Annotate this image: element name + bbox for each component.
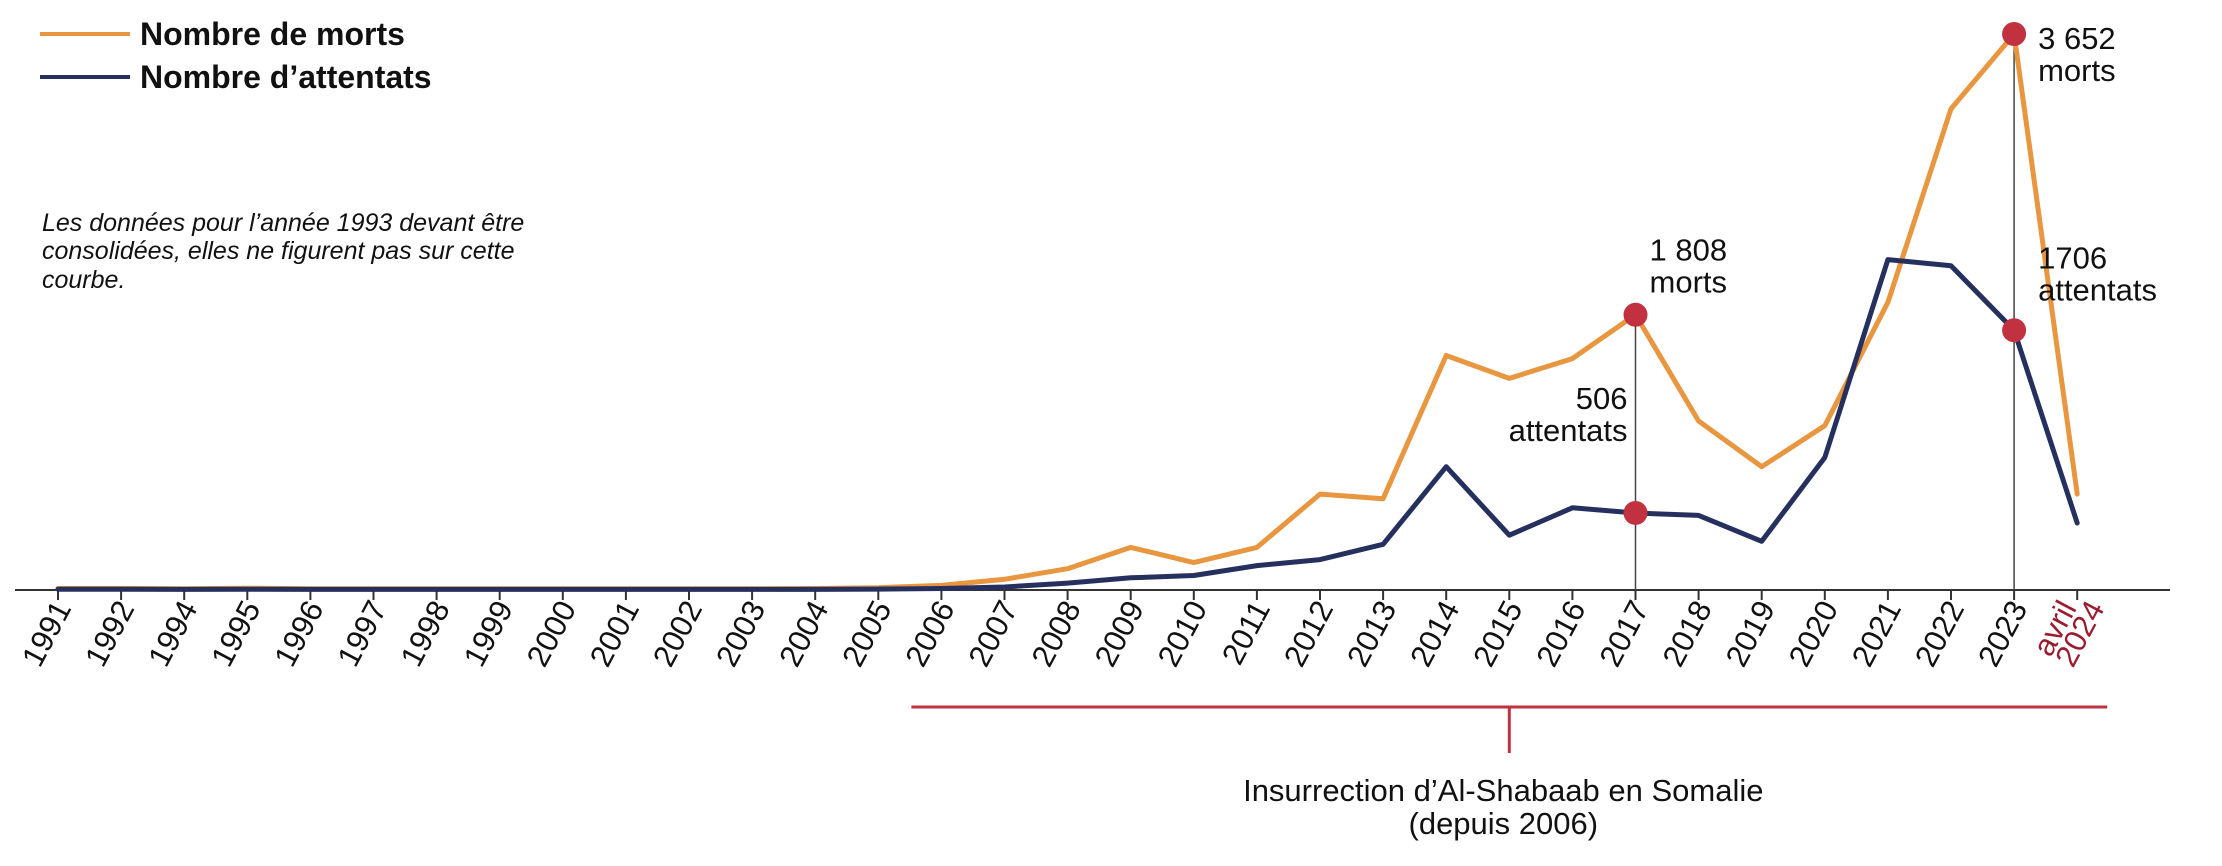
x-tick-label: 2011	[1215, 595, 1277, 670]
data-label: 1706	[2038, 240, 2107, 275]
note-line: Les données pour l’année 1993 devant êtr…	[42, 209, 524, 237]
x-tick-label: 2000	[520, 595, 583, 672]
series-line-attacks	[55, 257, 2080, 592]
series-line-deaths	[55, 31, 2080, 592]
note-line: courbe.	[42, 266, 125, 294]
x-tick-label: 1997	[330, 595, 393, 672]
x-tick-label: 2001	[583, 595, 646, 672]
legend-label-deaths: Nombre de morts	[140, 16, 405, 52]
x-tick-label: 2014	[1403, 595, 1466, 672]
x-tick-label: 1994	[141, 595, 204, 672]
x-tick-label: 2019	[1719, 595, 1782, 672]
data-point-marker	[2002, 318, 2027, 343]
x-tick-label: 2013	[1340, 595, 1403, 672]
data-label: 3 652	[2038, 21, 2116, 56]
x-tick-label: 2015	[1466, 595, 1529, 672]
legend-label-attacks: Nombre d’attentats	[140, 59, 432, 95]
period-label: Insurrection d’Al-Shabaab en Somalie	[1243, 773, 1763, 808]
x-tick-label: 1991	[15, 595, 78, 672]
x-tick-label: 2008	[1024, 595, 1087, 672]
period-label: (depuis 2006)	[1409, 806, 1599, 841]
x-tick-label: 2023	[1971, 595, 2034, 672]
note-line: consolidées, elles ne figurent pas sur c…	[42, 237, 515, 265]
x-tick-label: 2010	[1151, 595, 1214, 672]
x-tick-label: 2021	[1845, 595, 1908, 672]
x-tick-label: 2005	[835, 595, 898, 672]
x-tick-label: 2006	[898, 595, 961, 672]
x-tick-label: 2016	[1529, 595, 1592, 672]
x-tick-label: 1999	[457, 595, 520, 672]
data-label: 1 808	[1650, 233, 1728, 268]
x-tick-label: 1996	[267, 595, 330, 672]
note: Les données pour l’année 1993 devant êtr…	[42, 209, 524, 294]
x-tick-label: 2003	[709, 595, 772, 672]
x-tick-label: 1998	[393, 595, 456, 672]
x-tick-label: 2004	[772, 595, 835, 672]
data-label: morts	[2038, 53, 2116, 88]
x-tick-label: 2002	[646, 595, 709, 672]
data-label: 506	[1576, 381, 1628, 416]
data-point-marker	[1623, 500, 1648, 525]
x-tick-label: 2020	[1782, 595, 1845, 672]
data-label: attentats	[2038, 272, 2157, 307]
plot-area: 1991 1992 1994 1995 1996 1997 1998 1999 2000 2001…	[15, 21, 2170, 841]
data-point-marker	[1623, 302, 1648, 327]
data-point-marker	[2002, 22, 2027, 46]
x-tick-label: 1995	[204, 595, 267, 672]
x-tick-label: 2017	[1592, 595, 1655, 672]
x-tick-label: 1992	[78, 595, 141, 672]
x-tick-label: 2012	[1277, 595, 1340, 672]
legend: Nombre de morts Nombre d’attentats	[40, 16, 432, 95]
x-tick-label: 2018	[1655, 595, 1718, 672]
data-label: attentats	[1509, 413, 1628, 448]
data-label: morts	[1650, 265, 1728, 300]
x-tick-label: 2007	[961, 595, 1024, 672]
x-tick-label: 2022	[1908, 595, 1971, 672]
x-tick-label: 2009	[1088, 595, 1151, 672]
